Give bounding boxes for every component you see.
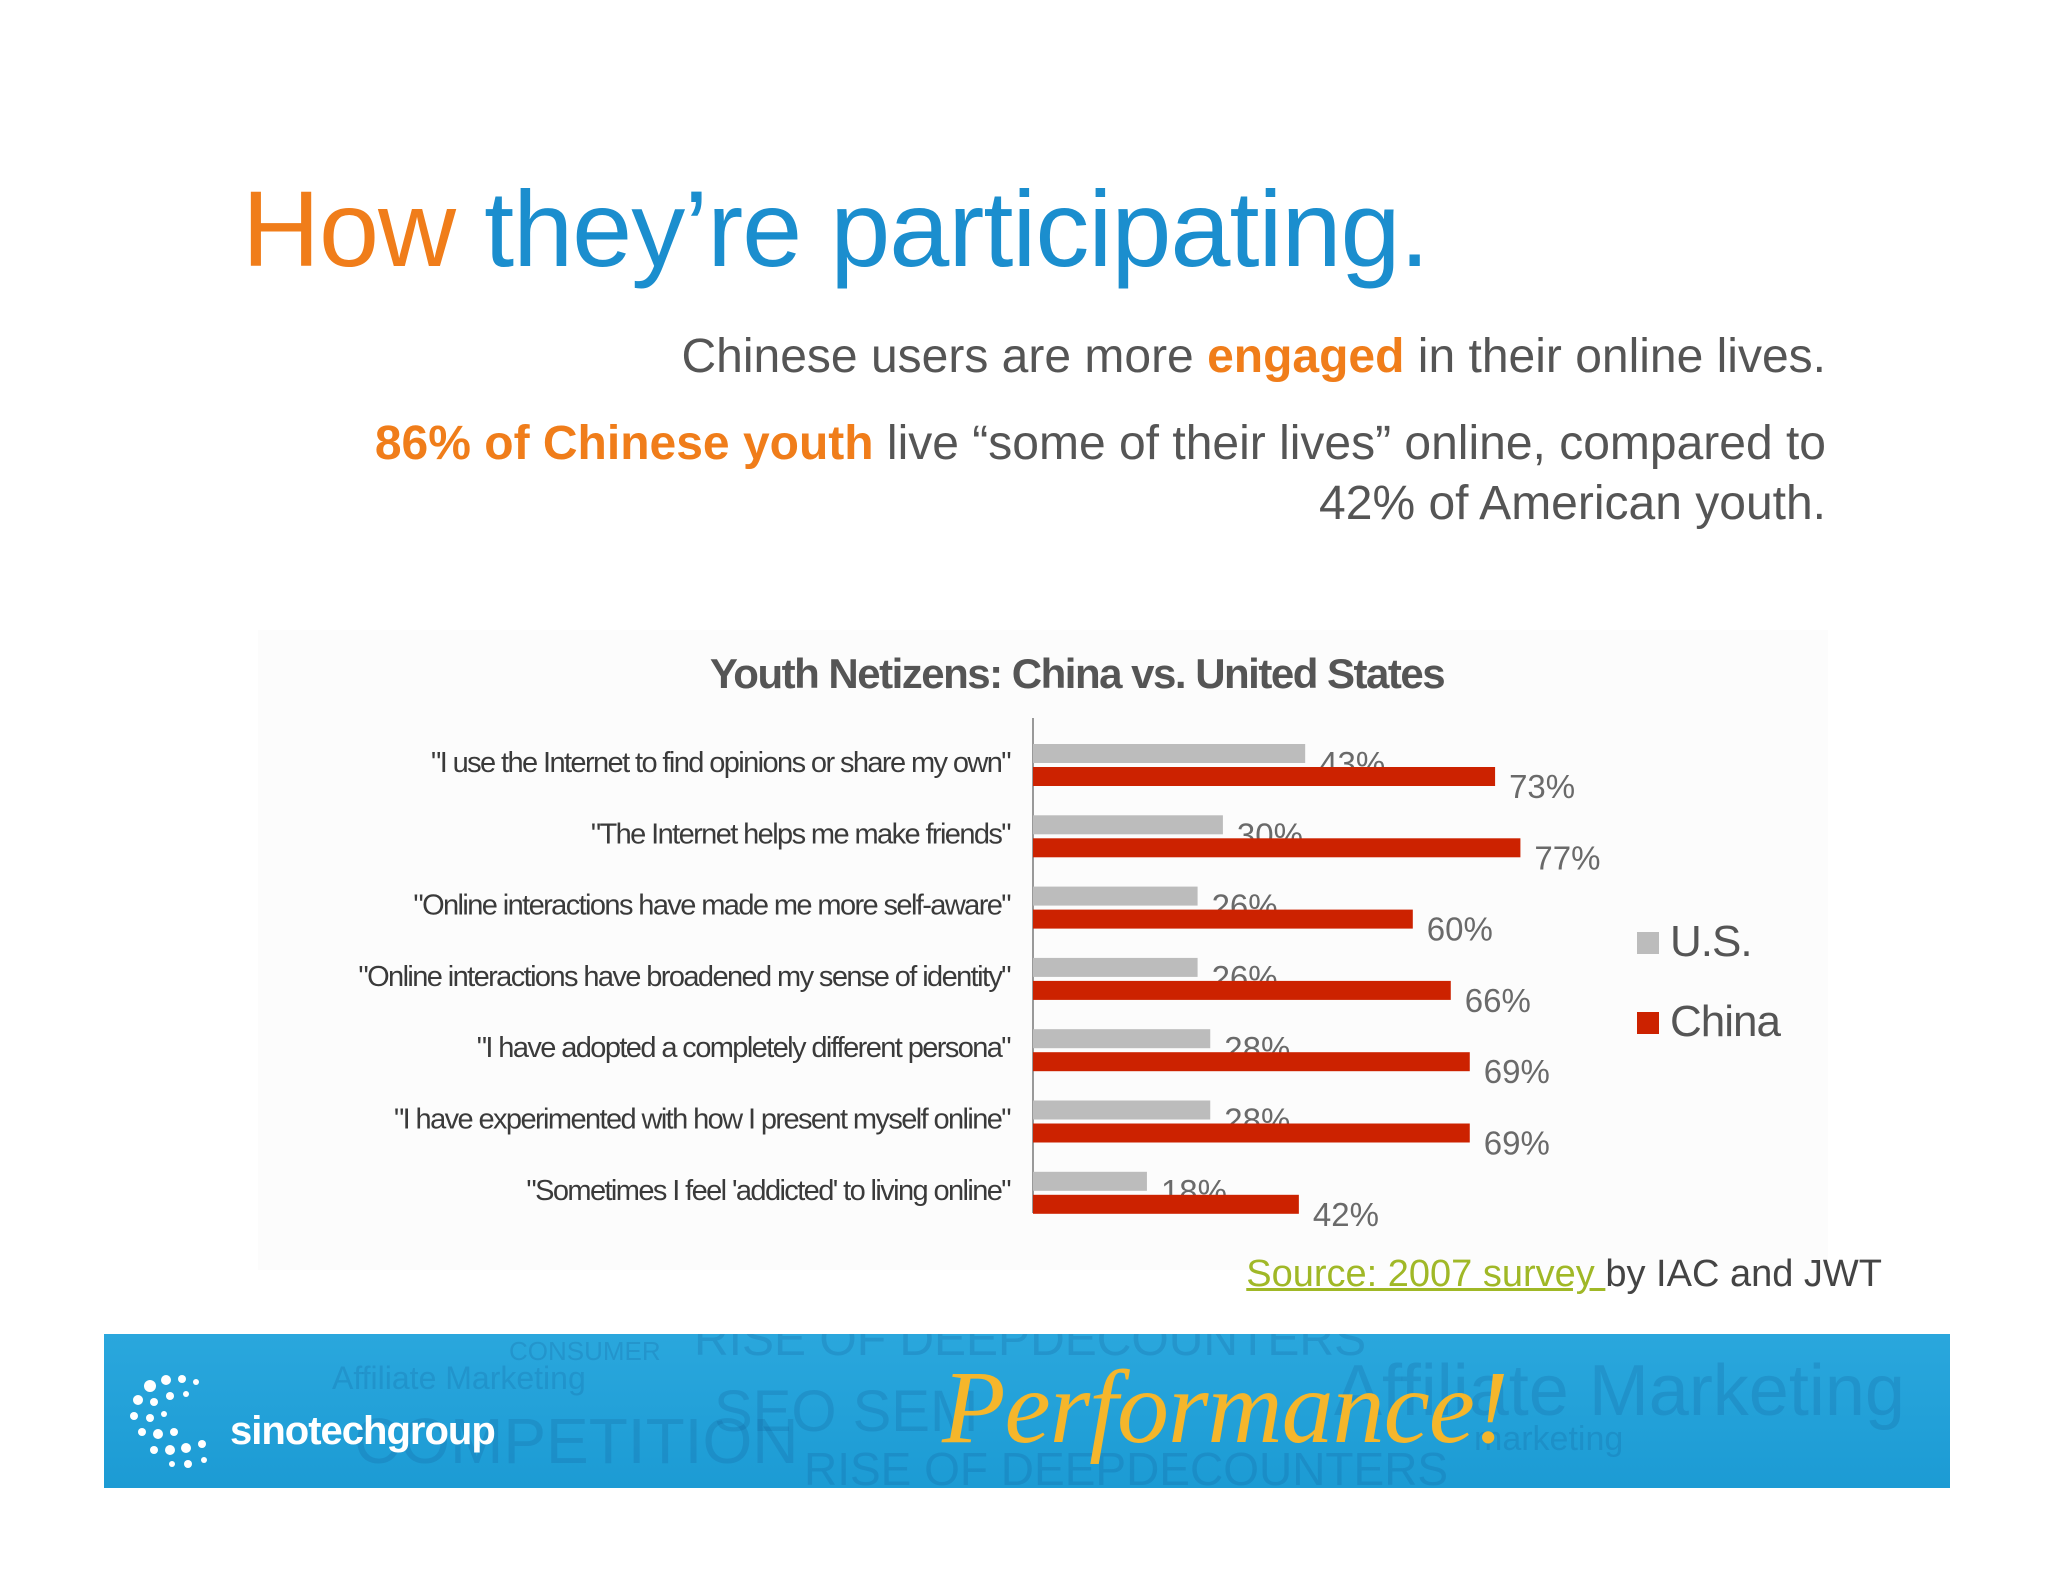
source-link[interactable]: Source: 2007 survey [1246,1253,1606,1295]
legend-label: U.S. [1670,917,1752,966]
bars-group: "I use the Internet to find opinions or … [358,744,1600,1233]
footer-word: RISE OF DEEPDECOUNTERS [804,1443,1449,1488]
footer-word: SEO SEM [714,1379,979,1444]
china-bar [1033,767,1496,786]
category-label: "I have adopted a completely different p… [477,1032,1012,1064]
china-bar [1033,909,1413,929]
china-value-label: 60% [1427,911,1493,948]
performance-tagline: Performance! [942,1350,1509,1465]
category-label: "I have experimented with how I present … [394,1104,1011,1136]
china-value-label: 77% [1534,839,1600,876]
us-bar [1033,1171,1147,1191]
category-label: "Online interactions have broadened my s… [358,961,1011,993]
subtitle2-highlight: 86% of Chinese youth [374,417,874,470]
china-value-label: 42% [1313,1196,1379,1233]
subtitle-youth-stat: 86% of Chinese youth live “some of their… [375,414,1826,534]
subtitle1-highlight: engaged [1207,330,1405,383]
footer-word: Affiliate Marketing [332,1360,586,1396]
us-bar [1033,886,1198,906]
legend-swatch [1637,932,1659,954]
chart-panel [258,630,1828,1270]
china-value-label: 69% [1484,1053,1550,1090]
us-bar [1033,957,1198,977]
legend-swatch [1637,1012,1659,1034]
category-label: "Online interactions have made me more s… [413,890,1011,922]
footer-banner: CONSUMER RISE OF DEEPDECOUNTERS Affiliat… [104,1334,1950,1488]
subtitle-engaged: Chinese users are more engaged in their … [682,327,1826,387]
us-bar [1033,1029,1211,1049]
china-bar [1033,1123,1470,1143]
slide-title: How they’re participating. [242,175,1430,283]
us-bar [1033,1100,1211,1120]
china-bar [1033,838,1521,858]
subtitle1-post: in their online lives. [1404,330,1826,383]
subtitle1-pre: Chinese users are more [681,330,1208,383]
china-bar [1033,1194,1299,1214]
china-value-label: 73% [1509,768,1575,805]
china-value-label: 66% [1465,982,1531,1019]
logo-wordmark: sinotechgroup [230,1409,496,1453]
china-bar [1033,1052,1470,1072]
title-word-participating: they’re participating. [484,168,1430,289]
legend: U.S. China [1637,917,1782,1046]
sinotech-logo-icon [130,1375,207,1468]
footer-word: RISE OF DEEPDECOUNTERS [694,1334,1367,1366]
china-bar [1033,980,1451,1000]
source-note: Source: 2007 survey by IAC and JWT [1246,1253,1882,1296]
subtitle2-line1: live “some of their lives” online, compa… [873,417,1826,470]
title-word-how: How [242,168,456,289]
category-label: "Sometimes I feel 'addicted' to living o… [526,1175,1011,1207]
china-value-label: 69% [1484,1125,1550,1162]
us-bar [1033,815,1223,835]
legend-label: China [1670,997,1781,1046]
category-label: "The Internet helps me make friends" [591,818,1011,850]
subtitle2-line2: 42% of American youth. [1319,477,1826,530]
footer-word: Affiliate Marketing [1334,1351,1905,1431]
category-label: "I use the Internet to find opinions or … [431,747,1011,779]
source-rest: by IAC and JWT [1605,1253,1882,1295]
chart-title: Youth Netizens: China vs. United States [710,650,1444,697]
us-bar [1033,744,1306,763]
footer-word: marketing [1474,1420,1624,1458]
footer-word: CONSUMER [509,1336,661,1366]
footer-word: COMPETITION [354,1405,799,1477]
